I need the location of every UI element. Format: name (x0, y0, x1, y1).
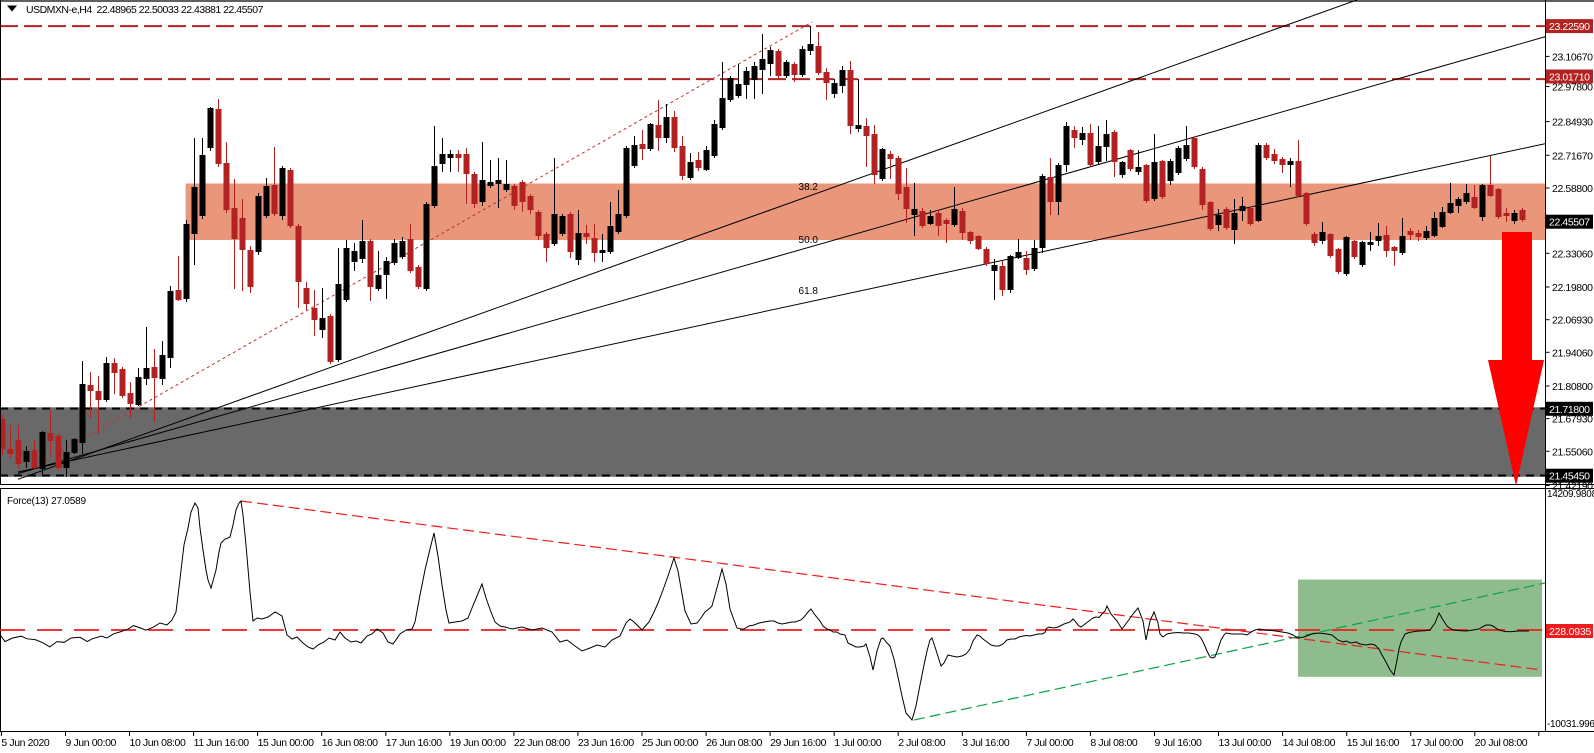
svg-text:23.01710: 23.01710 (1549, 72, 1590, 84)
svg-text:16 Jun 08:00: 16 Jun 08:00 (322, 737, 378, 749)
svg-text:50.0: 50.0 (799, 235, 819, 246)
svg-text:USDMXN-e,H4 22.48965 22.50033: USDMXN-e,H4 22.48965 22.50033 22.43881 2… (26, 4, 264, 16)
svg-text:13 Jul 00:00: 13 Jul 00:00 (1219, 737, 1272, 749)
svg-text:61.8: 61.8 (799, 286, 819, 297)
svg-text:23.22590: 23.22590 (1549, 21, 1590, 33)
svg-text:21.71800: 21.71800 (1549, 404, 1590, 416)
svg-text:Force(13) 27.0589: Force(13) 27.0589 (7, 496, 87, 507)
svg-text:14 Jul 08:00: 14 Jul 08:00 (1283, 737, 1336, 749)
svg-text:22 Jun 08:00: 22 Jun 08:00 (514, 737, 570, 749)
svg-text:22.84930: 22.84930 (1552, 117, 1593, 129)
svg-text:38.2: 38.2 (799, 182, 819, 193)
svg-text:3 Jul 16:00: 3 Jul 16:00 (962, 737, 1010, 749)
svg-text:21.42190: 21.42190 (1552, 481, 1593, 493)
svg-text:2 Jul 08:00: 2 Jul 08:00 (898, 737, 946, 749)
svg-text:22.33060: 22.33060 (1552, 248, 1593, 260)
svg-text:22.71670: 22.71670 (1552, 150, 1593, 162)
svg-text:17 Jun 16:00: 17 Jun 16:00 (386, 737, 442, 749)
svg-text:9 Jul 16:00: 9 Jul 16:00 (1155, 737, 1203, 749)
svg-text:10 Jun 08:00: 10 Jun 08:00 (130, 737, 186, 749)
svg-text:5 Jun 2020: 5 Jun 2020 (1, 737, 50, 749)
svg-text:14209.9808: 14209.9808 (1547, 489, 1594, 500)
svg-text:26 Jun 08:00: 26 Jun 08:00 (706, 737, 762, 749)
svg-text:21.80800: 21.80800 (1552, 381, 1593, 393)
svg-text:8 Jul 08:00: 8 Jul 08:00 (1090, 737, 1138, 749)
svg-text:17 Jul 00:00: 17 Jul 00:00 (1411, 737, 1464, 749)
svg-text:7 Jul 00:00: 7 Jul 00:00 (1026, 737, 1074, 749)
svg-text:21.94060: 21.94060 (1552, 347, 1593, 359)
svg-text:25 Jun 00:00: 25 Jun 00:00 (642, 737, 698, 749)
svg-text:22.97800: 22.97800 (1552, 82, 1593, 94)
svg-text:23.10670: 23.10670 (1552, 51, 1593, 63)
svg-text:15 Jul 16:00: 15 Jul 16:00 (1347, 737, 1400, 749)
svg-text:23 Jun 16:00: 23 Jun 16:00 (578, 737, 634, 749)
svg-text:21.55060: 21.55060 (1552, 446, 1593, 458)
svg-text:9 Jun 00:00: 9 Jun 00:00 (66, 737, 117, 749)
svg-text:11 Jun 16:00: 11 Jun 16:00 (194, 737, 250, 749)
svg-text:20 Jul 08:00: 20 Jul 08:00 (1475, 737, 1528, 749)
svg-text:228.0935: 228.0935 (1549, 626, 1592, 638)
svg-text:22.45507: 22.45507 (1549, 217, 1590, 229)
svg-text:22.06930: 22.06930 (1552, 315, 1593, 327)
svg-text:19 Jun 00:00: 19 Jun 00:00 (450, 737, 506, 749)
svg-text:29 Jun 16:00: 29 Jun 16:00 (770, 737, 826, 749)
svg-text:22.19800: 22.19800 (1552, 282, 1593, 294)
svg-text:-10031.996: -10031.996 (1547, 719, 1594, 730)
svg-text:1 Jul 00:00: 1 Jul 00:00 (834, 737, 882, 749)
svg-text:15 Jun 00:00: 15 Jun 00:00 (258, 737, 314, 749)
svg-text:21.45450: 21.45450 (1549, 471, 1590, 483)
svg-text:21.67930: 21.67930 (1552, 414, 1593, 426)
svg-text:22.58800: 22.58800 (1552, 183, 1593, 195)
